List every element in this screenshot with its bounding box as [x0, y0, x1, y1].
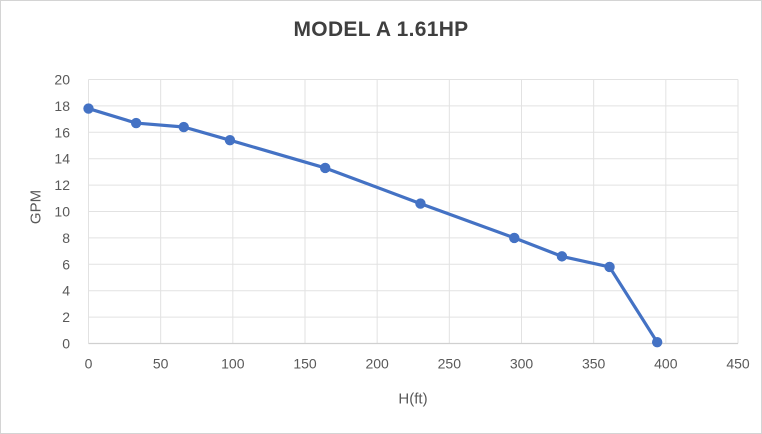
y-tick-label: 4 [62, 283, 70, 299]
x-tick-label: 100 [221, 356, 245, 372]
x-axis-title: H(ft) [398, 390, 428, 408]
data-point-marker [130, 117, 142, 129]
data-point-marker [556, 251, 568, 262]
y-tick-label: 0 [62, 336, 70, 352]
x-tick-label: 450 [726, 356, 750, 372]
y-tick-label: 12 [54, 177, 70, 193]
data-point-marker [509, 232, 520, 244]
y-axis-title: GPM [27, 189, 45, 225]
data-point-marker [320, 162, 331, 174]
data-point-marker [651, 336, 663, 348]
x-tick-label: 200 [365, 356, 389, 372]
x-tick-label: 400 [654, 356, 678, 372]
x-tick-label: 150 [293, 356, 317, 372]
y-tick-label: 18 [54, 98, 70, 114]
y-tick-label: 20 [54, 72, 70, 88]
series-line [86, 106, 659, 344]
y-tick-label: 6 [62, 256, 70, 272]
y-tick-label: 10 [54, 204, 70, 220]
y-tick-label: 2 [62, 309, 70, 325]
x-tick-label: 300 [510, 356, 534, 372]
y-tick-label: 14 [54, 151, 70, 167]
data-point-marker [604, 261, 615, 273]
x-tick-label: 0 [85, 356, 93, 372]
chart-title: MODEL A 1.61HP [293, 18, 469, 41]
data-point-marker [224, 135, 236, 146]
y-tick-label: 16 [54, 124, 70, 140]
data-point-marker [415, 198, 426, 209]
y-tick-label: 8 [62, 230, 70, 246]
x-tick-label: 350 [582, 356, 606, 372]
x-tick-label: 50 [153, 356, 169, 372]
data-point-marker [83, 103, 94, 114]
data-point-marker [178, 121, 189, 133]
x-tick-label: 250 [438, 356, 462, 372]
